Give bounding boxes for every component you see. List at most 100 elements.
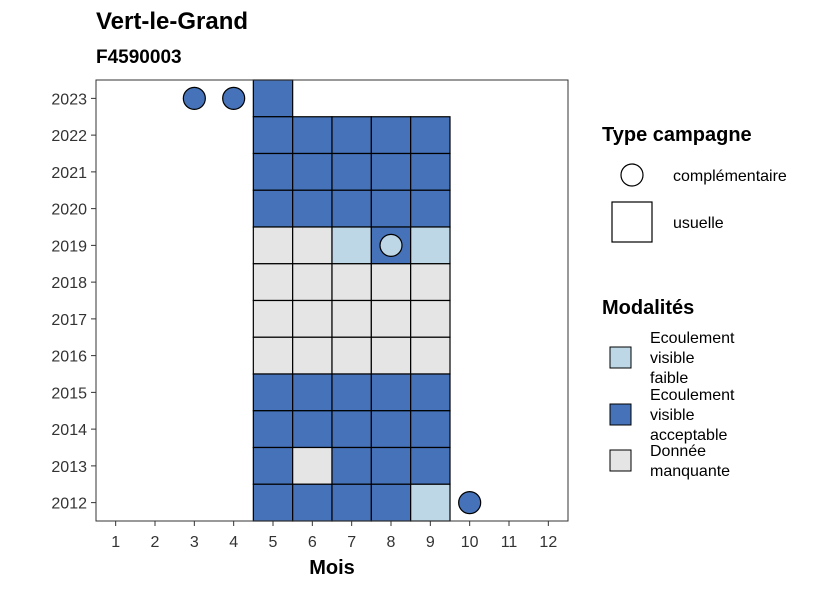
tile-2016-7-manquante: [331, 336, 372, 375]
tile-2015-6-acceptable: [292, 373, 333, 412]
y-tick-label-2016: 2016: [51, 349, 87, 366]
tile-2021-5-acceptable: [252, 152, 294, 191]
x-axis: 1 2 3 4 5 6 7 8 9 10 11 12: [111, 521, 557, 551]
tile-2012-9-faible: [410, 483, 451, 522]
tile-2022-7-acceptable: [331, 116, 372, 155]
chart-title: Vert-le-Grand: [96, 8, 248, 35]
tile-2018-8-manquante: [370, 263, 412, 302]
y-tick-label-2019: 2019: [51, 238, 87, 255]
tile-2021-9-acceptable: [410, 152, 451, 191]
point-2019-8-faible: [379, 233, 403, 257]
y-tick-label-2014: 2014: [51, 422, 87, 439]
tile-2019-9-faible: [410, 226, 451, 265]
tile-2019-6-manquante: [292, 226, 333, 265]
legend-shape-label-complementaire: complémentaire: [673, 168, 787, 185]
tile-2020-9-acceptable: [410, 189, 451, 228]
point-2023-4-acceptable: [222, 86, 246, 110]
x-tick-label-6: 6: [308, 534, 317, 551]
y-tick-label-2012: 2012: [51, 496, 87, 513]
tile-2022-5-acceptable: [252, 116, 294, 155]
tile-2019-7-faible: [331, 226, 372, 265]
legend-label-faible-line1: Ecoulement: [650, 330, 735, 347]
tile-2016-6-manquante: [292, 336, 333, 375]
legend-label-acceptable-line1: Ecoulement: [650, 387, 735, 404]
tile-2012-8-acceptable: [370, 483, 412, 522]
tile-2017-6-manquante: [292, 299, 333, 338]
tile-2015-9-acceptable: [410, 373, 451, 412]
tile-2017-8-manquante: [370, 299, 412, 338]
tile-2020-7-acceptable: [331, 189, 372, 228]
legend-label-manquante-line1: Donnée: [650, 443, 706, 460]
tile-2021-7-acceptable: [331, 152, 372, 191]
legend-shape-title: Type campagne: [602, 124, 752, 146]
tile-2022-9-acceptable: [410, 116, 451, 155]
x-axis-title: Mois: [309, 557, 355, 579]
tile-2012-7-acceptable: [331, 483, 372, 522]
x-tick-label-1: 1: [111, 534, 120, 551]
legend-label-manquante: Donnée manquante: [650, 443, 730, 480]
tile-2012-5-acceptable: [252, 483, 294, 522]
tile-2014-5-acceptable: [252, 410, 294, 449]
legend-shape: Type campagne complémentaire usuelle: [602, 124, 787, 243]
tile-2013-9-acceptable: [410, 446, 451, 485]
tile-2017-5-manquante: [252, 299, 294, 338]
legend-label-acceptable-line3: acceptable: [650, 427, 727, 444]
y-tick-label-2021: 2021: [51, 165, 87, 182]
point-layer: [182, 86, 482, 515]
x-tick-label-3: 3: [190, 534, 199, 551]
point-2023-3-acceptable: [182, 86, 206, 110]
y-tick-label-2022: 2022: [51, 128, 87, 145]
tile-2015-5-acceptable: [252, 373, 294, 412]
legend-label-faible-line3: faible: [650, 370, 688, 387]
tile-2013-8-acceptable: [370, 446, 412, 485]
legend-shape-label-usuelle: usuelle: [673, 215, 724, 232]
x-tick-label-2: 2: [151, 534, 160, 551]
tile-2014-7-acceptable: [331, 410, 372, 449]
y-tick-label-2017: 2017: [51, 312, 87, 329]
tile-2016-8-manquante: [370, 336, 412, 375]
y-tick-label-2018: 2018: [51, 275, 87, 292]
tile-2014-8-acceptable: [370, 410, 412, 449]
tile-2017-9-manquante: [410, 299, 451, 338]
tile-2012-6-acceptable: [292, 483, 333, 522]
legend-square-swatch: [611, 201, 653, 243]
y-axis: 2012 2013 2014 2015 2016 2017 2018 2019 2020 2021…: [51, 91, 96, 513]
tile-2014-9-acceptable: [410, 410, 451, 449]
legend-swatch-acceptable: [609, 403, 632, 426]
y-tick-label-2023: 2023: [51, 91, 87, 108]
x-tick-label-4: 4: [229, 534, 238, 551]
y-tick-label-2015: 2015: [51, 385, 87, 402]
x-tick-label-11: 11: [501, 534, 518, 551]
tile-layer: [252, 79, 451, 522]
tile-2018-9-manquante: [410, 263, 451, 302]
x-tick-label-10: 10: [461, 534, 479, 551]
chart-subtitle: F4590003: [96, 47, 182, 68]
legend-fill-title: Modalités: [602, 297, 694, 319]
tile-2015-8-acceptable: [370, 373, 412, 412]
tile-2019-5-manquante: [252, 226, 294, 265]
tile-2018-7-manquante: [331, 263, 372, 302]
legend-label-acceptable: Ecoulement visible acceptable: [650, 387, 739, 444]
tile-2016-5-manquante: [252, 336, 294, 375]
plot-panel-border: [95, 79, 569, 522]
legend-label-faible: Ecoulement visible faible: [650, 330, 739, 387]
point-2012-10-acceptable: [458, 491, 482, 515]
tile-2021-6-acceptable: [292, 152, 333, 191]
tile-2020-8-acceptable: [370, 189, 412, 228]
tile-2023-5-acceptable: [252, 79, 294, 118]
tile-2013-5-acceptable: [252, 446, 294, 485]
tile-2021-8-acceptable: [370, 152, 412, 191]
tile-2020-5-acceptable: [252, 189, 294, 228]
tile-2018-5-manquante: [252, 263, 294, 302]
x-tick-label-7: 7: [347, 534, 356, 551]
tile-2022-8-acceptable: [370, 116, 412, 155]
legend-label-acceptable-line2: visible: [650, 407, 695, 424]
x-tick-label-5: 5: [269, 534, 278, 551]
legend-circle-swatch: [620, 163, 644, 187]
legend-label-manquante-line2: manquante: [650, 463, 730, 480]
tile-2018-6-manquante: [292, 263, 333, 302]
tile-2016-9-manquante: [410, 336, 451, 375]
tile-2017-7-manquante: [331, 299, 372, 338]
tile-2022-6-acceptable: [292, 116, 333, 155]
